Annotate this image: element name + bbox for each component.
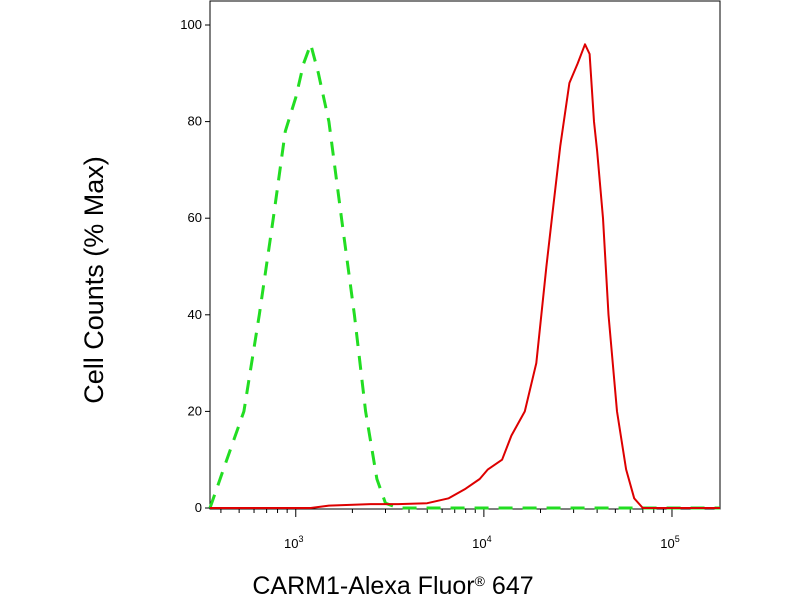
x-tick-label-base: 10 (284, 536, 298, 551)
carm1-histogram-line (210, 43, 720, 509)
y-tick-label: 40 (188, 307, 202, 322)
x-axis-title: CARM1-Alexa Fluor® 647 (252, 572, 533, 600)
x-tick-label-exponent: 3 (298, 534, 303, 544)
y-axis-ticks: 0 20 40 60 80 100 (180, 17, 210, 515)
series-layer (208, 42, 720, 510)
x-tick-label: 103 (284, 534, 303, 551)
y-tick-label: 80 (188, 114, 202, 129)
y-tick-label: 20 (188, 403, 202, 418)
y-axis-title: Cell Counts (% Max) (79, 156, 109, 404)
control-histogram-line (208, 42, 720, 510)
x-axis-title-registered-mark: ® (475, 573, 486, 589)
y-tick-label: 0 (195, 500, 202, 515)
x-axis-title-main: CARM1-Alexa Fluor (252, 572, 474, 600)
y-tick-label: 100 (180, 17, 202, 32)
x-tick-label-exponent: 5 (675, 534, 680, 544)
x-tick-label-base: 10 (472, 536, 486, 551)
x-tick-label-exponent: 4 (487, 534, 492, 544)
x-tick-label-base: 10 (660, 536, 674, 551)
x-axis-title-suffix: 647 (485, 572, 534, 600)
x-tick-label: 104 (472, 534, 491, 551)
x-tick-label: 105 (660, 534, 679, 551)
plot-frame (209, 0, 721, 510)
y-tick-label: 60 (188, 210, 202, 225)
x-axis-ticks: 103 104 105 (220, 509, 680, 551)
